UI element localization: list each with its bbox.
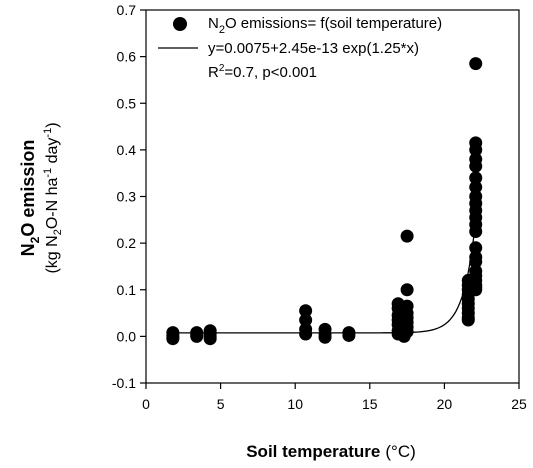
- y-tick-label: 0.1: [117, 282, 137, 298]
- data-point: [469, 224, 483, 238]
- legend-points-label: N2O emissions= f(soil temperature): [208, 15, 442, 36]
- data-point: [166, 332, 180, 346]
- data-point: [400, 325, 414, 339]
- y-axis-label: N2O emission (kg N2O-N ha-1 day-1): [18, 122, 64, 273]
- x-tick-label: 10: [287, 396, 303, 412]
- y-tick-label: -0.1: [112, 375, 136, 391]
- y-axis-label-unit: (kg N2O-N ha-1 day-1): [42, 122, 64, 273]
- data-point: [190, 329, 204, 343]
- data-point: [318, 330, 332, 344]
- x-axis-label: Soil temperature (°C): [246, 442, 416, 461]
- data-point: [400, 283, 414, 297]
- y-tick-label: 0.2: [117, 235, 137, 251]
- data-point: [461, 313, 475, 327]
- data-point: [203, 332, 217, 346]
- data-point: [400, 229, 414, 243]
- legend-fit-label: y=0.0075+2.45e-13 exp(1.25*x): [208, 40, 419, 57]
- data-points: [166, 57, 483, 346]
- data-point: [469, 57, 483, 71]
- y-tick-label: 0.3: [117, 189, 137, 205]
- legend: N2O emissions= f(soil temperature) y=0.0…: [158, 15, 442, 81]
- y-tick-label: 0.5: [117, 95, 137, 111]
- y-tick-label: 0.0: [117, 328, 137, 344]
- data-point: [299, 304, 313, 318]
- x-tick-label: 25: [511, 396, 527, 412]
- x-tick-label: 5: [217, 396, 225, 412]
- data-point: [469, 171, 483, 185]
- data-point: [299, 327, 313, 341]
- data-point: [299, 313, 313, 327]
- data-point: [469, 143, 483, 157]
- y-axis-label-main: N2O emission: [18, 140, 42, 257]
- x-tick-label: 20: [437, 396, 453, 412]
- data-point: [469, 180, 483, 194]
- data-point: [469, 283, 483, 297]
- plot-frame: [145, 9, 520, 384]
- x-tick-label: 0: [142, 396, 150, 412]
- legend-marker: [173, 17, 187, 31]
- axis-ticks: 0 5 10 15 20 25 -0.1 0.0 0.1 0.2 0.3 0.4 0.5 0.6 0.7: [112, 2, 527, 412]
- data-point: [342, 328, 356, 342]
- data-point: [469, 159, 483, 173]
- legend-stats-label: R2=0.7, p<0.001: [208, 63, 317, 81]
- fit-curve: [172, 204, 478, 334]
- x-tick-label: 15: [362, 396, 378, 412]
- y-tick-label: 0.4: [117, 142, 137, 158]
- y-tick-label: 0.7: [117, 2, 137, 18]
- y-tick-label: 0.6: [117, 49, 137, 65]
- data-point: [469, 255, 483, 269]
